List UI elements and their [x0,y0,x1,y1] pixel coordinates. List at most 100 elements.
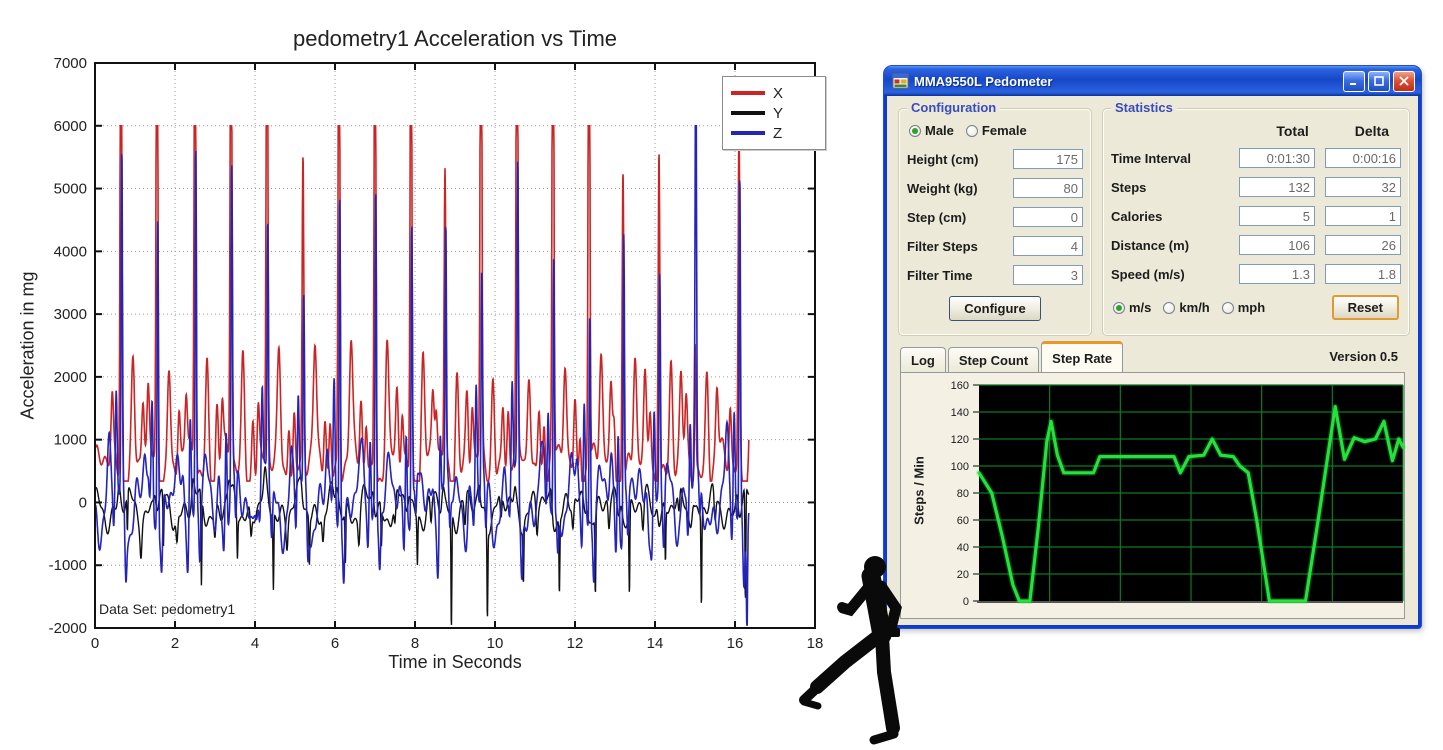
svg-text:7000: 7000 [54,55,87,72]
svg-text:10: 10 [487,635,504,652]
step-cm-input[interactable] [1013,207,1083,227]
svg-text:6: 6 [331,635,339,652]
stats-row-label: Steps [1111,179,1147,195]
svg-text:16: 16 [727,635,744,652]
radio-icon[interactable] [965,124,978,137]
configure-button[interactable]: Configure [949,296,1041,321]
acceleration-plot: pedometry1 Acceleration vs Time Accelera… [18,26,826,672]
speed-unit-option-ms[interactable]: m/s [1113,300,1159,315]
window-client-area: Configuration Male Female Height (cm) Weig… [887,96,1418,625]
time-interval-delta-input[interactable] [1325,148,1401,168]
height-cm-input[interactable] [1013,149,1083,169]
app-icon [892,73,909,89]
config-row: Weight (kg) [907,177,1083,199]
total-column-header: Total [1276,123,1309,139]
stats-row: Time Interval [1111,147,1401,169]
version-text: Version 0.5 [1329,349,1398,364]
stats-row-label: Calories [1111,208,1163,224]
configuration-groupbox: Configuration Male Female Height (cm) Weig… [898,100,1092,336]
svg-text:100: 100 [951,461,969,473]
maximize-button[interactable] [1368,70,1390,92]
calories-total-input[interactable] [1239,206,1315,226]
svg-text:20: 20 [957,569,969,581]
stats-row-label: Time Interval [1111,150,1191,166]
close-button[interactable] [1393,70,1415,92]
svg-text:2: 2 [171,635,179,652]
speed-unit-radio-group: m/s km/h mph [1113,300,1273,315]
config-row: Filter Time [907,264,1083,286]
svg-text:120: 120 [951,434,969,446]
radio-label: km/h [1179,300,1210,315]
svg-text:80: 80 [957,488,969,500]
configuration-label: Configuration [907,100,1001,115]
steprate-chart: 0 20 40 60 80 100 120 140 160 [951,380,1406,608]
minimize-icon [1350,82,1356,85]
running-person-silhouette [799,556,902,745]
speed-m-s-total-input[interactable] [1239,264,1315,284]
plot-x-axis-label: Time in Seconds [388,652,522,672]
statistics-column-headers: Total Delta [1103,123,1389,139]
statistics-groupbox: Statistics Total Delta Time Interval Step… [1102,100,1410,336]
legend-line-z [731,131,765,135]
gender-option-female[interactable]: Female [965,123,1035,138]
svg-text:4000: 4000 [54,243,87,260]
config-field-label: Weight (kg) [907,180,978,196]
stats-row-label: Distance (m) [1111,237,1190,253]
plot-title: pedometry1 Acceleration vs Time [292,26,618,51]
svg-text:1000: 1000 [54,432,87,449]
svg-text:18: 18 [807,635,824,652]
radio-icon[interactable] [1163,301,1176,314]
config-field-label: Height (cm) [907,151,979,167]
svg-text:60: 60 [957,515,969,527]
tab-log[interactable]: Log [900,347,946,372]
svg-text:-2000: -2000 [49,620,87,637]
dataset-annotation: Data Set: pedometry1 [99,601,236,617]
calories-delta-input[interactable] [1325,206,1401,226]
time-interval-total-input[interactable] [1239,148,1315,168]
svg-text:160: 160 [951,380,969,392]
window-titlebar[interactable]: MMA9550L Pedometer [884,66,1421,96]
speed-unit-option-mph[interactable]: mph [1221,300,1273,315]
svg-text:6000: 6000 [54,118,87,135]
config-field-label: Filter Time [907,267,973,283]
filter-time-input[interactable] [1013,265,1083,285]
radio-icon[interactable] [909,124,921,137]
radio-label: Female [981,123,1027,138]
gender-option-male[interactable]: Male [909,123,962,138]
svg-text:0: 0 [963,596,969,608]
legend-entry-x: X [731,83,817,103]
radio-label: Male [925,123,954,138]
pedometer-window: MMA9550L Pedometer Configuration Male Fem… [884,66,1421,628]
step-rate-tab-panel: Steps / Min 0 20 40 60 80 100 120 140 160 [900,372,1406,619]
steps-total-input[interactable] [1239,177,1315,197]
speed-unit-option-kmh[interactable]: km/h [1163,300,1217,315]
svg-text:0: 0 [79,494,87,511]
tab-step-rate[interactable]: Step Rate [1041,341,1124,372]
distance-m-delta-input[interactable] [1325,235,1401,255]
config-field-label: Filter Steps [907,238,978,254]
statistics-rows: Time Interval Steps Calories Distance (m) Sp… [1103,147,1409,285]
minimize-button[interactable] [1343,70,1365,92]
configuration-fields: Height (cm) Weight (kg) Step (cm) Filter St… [899,148,1091,286]
svg-text:0: 0 [91,635,99,652]
statistics-label: Statistics [1111,100,1177,115]
weight-kg-input[interactable] [1013,178,1083,198]
reset-button[interactable]: Reset [1331,295,1399,320]
steps-delta-input[interactable] [1325,177,1401,197]
svg-text:-1000: -1000 [49,557,87,574]
filter-steps-input[interactable] [1013,236,1083,256]
stats-row: Calories [1111,205,1401,227]
svg-text:2000: 2000 [54,369,87,386]
legend-line-y [731,111,765,115]
tab-bar: Log Step Count Step Rate [900,341,1405,372]
tab-step-count[interactable]: Step Count [947,347,1040,372]
radio-icon[interactable] [1221,301,1234,314]
radio-icon[interactable] [1113,301,1125,314]
svg-text:12: 12 [567,635,584,652]
svg-text:40: 40 [957,542,969,554]
config-field-label: Step (cm) [907,209,967,225]
distance-m-total-input[interactable] [1239,235,1315,255]
gender-radio-group: Male Female [909,123,1083,138]
speed-m-s-delta-input[interactable] [1325,264,1401,284]
